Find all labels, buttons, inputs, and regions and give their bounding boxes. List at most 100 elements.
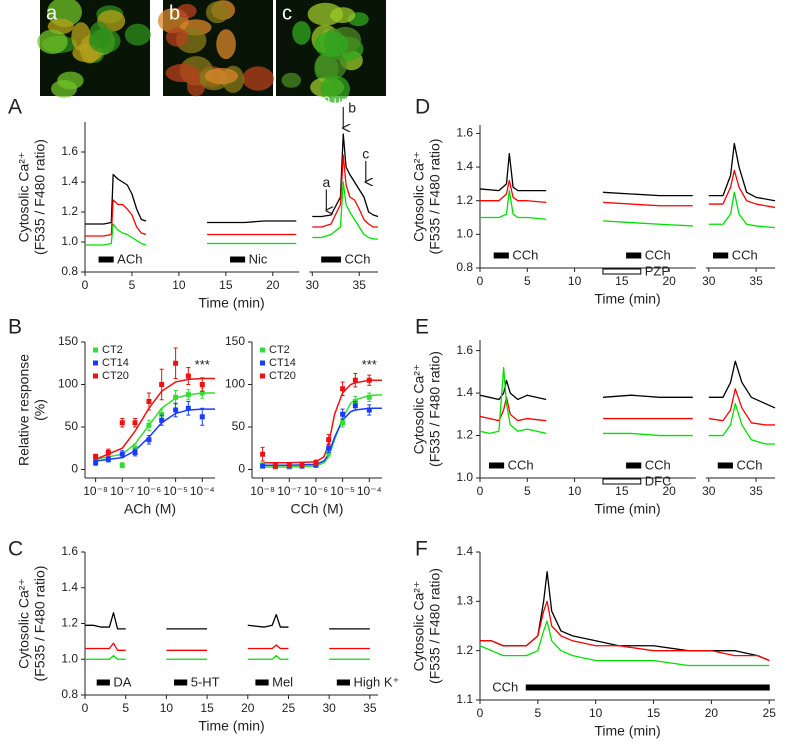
- scale-bar-label: 20 μm: [316, 93, 352, 108]
- y-tick-label: 1.0: [61, 651, 78, 665]
- trace: [480, 600, 770, 662]
- x-tick-label: 30: [322, 701, 336, 715]
- data-point: [119, 462, 125, 468]
- x-axis-label: Time (min): [198, 718, 264, 734]
- data-point: [146, 399, 152, 404]
- y-tick-label: 1.6: [456, 126, 473, 140]
- x-tick-label: 10⁻⁷: [110, 484, 134, 498]
- data-point: [132, 450, 138, 455]
- fit-curve: [262, 393, 383, 468]
- y-axis-label: Cytosolic Ca²⁺: [411, 581, 427, 672]
- fit-curve: [95, 392, 215, 461]
- cell: [292, 21, 311, 45]
- stimulus-label: CCh: [732, 247, 758, 262]
- y-tick-label: 0: [238, 462, 245, 476]
- x-tick-label: 20: [662, 274, 676, 288]
- y-tick-label: 1.2: [61, 204, 78, 218]
- cell: [307, 2, 344, 26]
- x-tick-label: 15: [200, 701, 214, 715]
- cell: [320, 75, 350, 103]
- cell: [37, 29, 68, 54]
- cell: [165, 27, 189, 47]
- legend-label: CT14: [269, 357, 296, 369]
- y-axis-label: Cytosolic Ca²⁺: [16, 578, 32, 669]
- stimulus-bar: [713, 252, 729, 259]
- stimulus-bar: [98, 256, 114, 263]
- trace: [479, 388, 775, 426]
- x-tick-label: 5: [129, 278, 136, 292]
- data-point: [260, 451, 266, 457]
- trace: [85, 612, 370, 630]
- stimulus-bar: [525, 684, 770, 691]
- trace: [85, 181, 378, 246]
- data-point: [352, 403, 358, 409]
- y-tick-label: 100: [225, 377, 245, 391]
- x-tick-label: 30: [306, 278, 320, 292]
- y-tick-label: 150: [58, 334, 78, 348]
- cell: [88, 28, 121, 54]
- y-axis-label: Cytosolic Ca²⁺: [411, 364, 427, 455]
- cell: [314, 51, 347, 80]
- y-tick-label: 0.8: [456, 260, 473, 274]
- x-tick-label: 10⁻⁵: [163, 484, 188, 498]
- data-point: [105, 450, 111, 455]
- data-point: [313, 460, 319, 466]
- annotation: c: [362, 146, 369, 162]
- data-point: [185, 405, 191, 411]
- x-tick-label: 35: [749, 274, 763, 288]
- x-tick-label: 5: [122, 701, 129, 715]
- trace: [85, 133, 379, 225]
- data-point: [132, 420, 138, 426]
- stimulus-label: CCh: [645, 247, 671, 262]
- x-tick-label: 10: [160, 701, 174, 715]
- stimulus-bar: [174, 679, 188, 686]
- stimulus-bar: [255, 679, 269, 686]
- y-tick-label: 1.2: [456, 643, 473, 657]
- stimulus-bar: [321, 256, 341, 263]
- stimulus-label: DA: [113, 674, 131, 689]
- y-tick-label: 1.6: [456, 343, 473, 357]
- data-point: [93, 460, 99, 466]
- x-tick-label: 15: [615, 274, 629, 288]
- x-tick-label: 20: [241, 701, 255, 715]
- data-point: [105, 456, 111, 462]
- annotation: ***: [195, 357, 210, 372]
- data-point: [326, 445, 332, 451]
- x-tick-label: 0: [477, 484, 484, 498]
- data-point: [272, 463, 278, 469]
- x-axis-label: Time (min): [594, 723, 660, 739]
- trace: [479, 142, 776, 202]
- data-point: [366, 407, 372, 413]
- cell: [314, 31, 349, 58]
- data-point: [340, 411, 346, 417]
- annotation: b: [348, 100, 356, 116]
- stimulus-bar: [488, 462, 505, 469]
- x-tick-label: 20: [662, 484, 676, 498]
- y-tick-label: 0.8: [61, 687, 78, 701]
- x-tick-label: 35: [749, 484, 763, 498]
- legend-label: CT2: [269, 344, 290, 356]
- stimulus-label: ACh: [117, 251, 142, 266]
- legend-label: CT20: [269, 370, 296, 382]
- y-tick-label: 1.4: [61, 174, 78, 188]
- x-tick-label: 20: [266, 278, 280, 292]
- panel-label: C: [8, 538, 23, 561]
- x-axis-label: ACh (M): [124, 501, 176, 517]
- y-axis-label: (F535 / F480 ratio): [32, 139, 48, 255]
- data-point: [299, 462, 305, 468]
- data-point: [286, 462, 292, 468]
- panel-label: F: [415, 538, 428, 561]
- stimulus-label: PZP: [645, 263, 670, 278]
- x-tick-label: 10⁻⁶: [304, 484, 329, 498]
- stimulus-label: 5-HT: [191, 674, 220, 689]
- y-tick-label: 1.6: [61, 144, 78, 158]
- trace: [480, 189, 776, 229]
- y-tick-label: 1.0: [456, 470, 473, 484]
- y-tick-label: 1.2: [456, 428, 473, 442]
- y-tick-label: 1.2: [456, 193, 473, 207]
- x-tick-label: 10⁻⁴: [357, 484, 382, 498]
- y-axis-label: (F535 / F480 ratio): [427, 568, 443, 684]
- stimulus-label: CCh: [344, 251, 370, 266]
- y-tick-label: 1.0: [61, 234, 78, 248]
- data-point: [366, 377, 372, 383]
